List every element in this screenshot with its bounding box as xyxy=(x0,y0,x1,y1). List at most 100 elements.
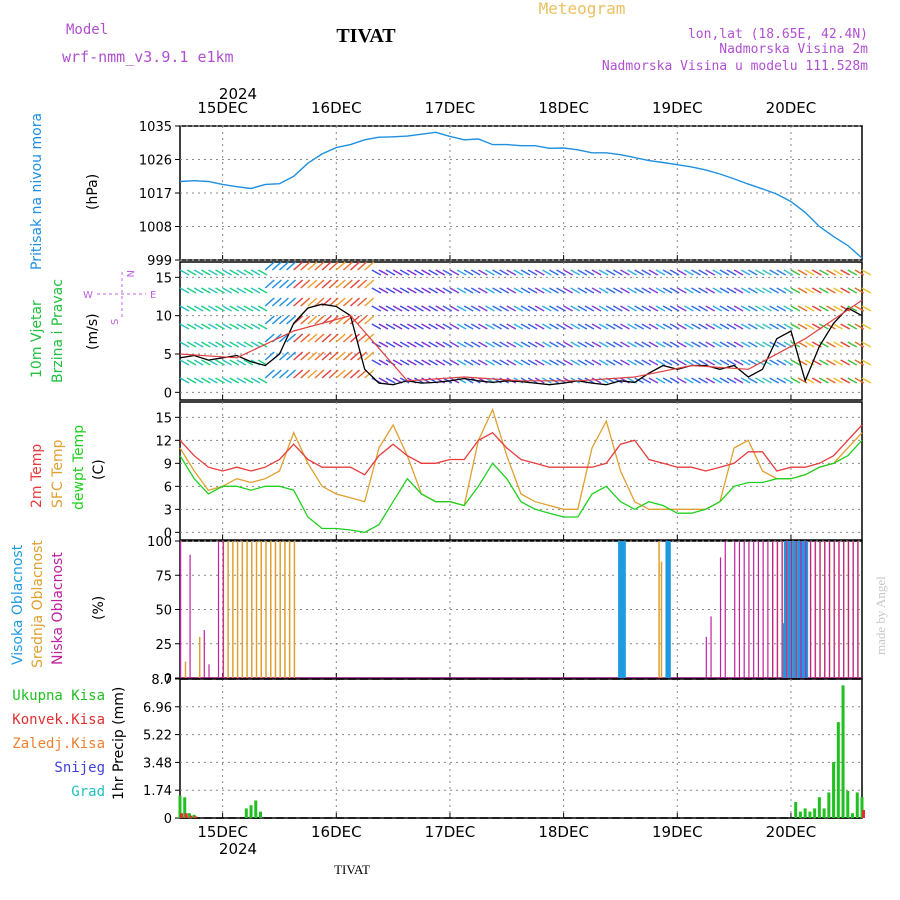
wind-barb xyxy=(570,323,581,330)
wind-barb xyxy=(669,305,680,312)
wind-barb xyxy=(399,341,410,348)
wind-barb xyxy=(499,323,510,330)
wind-barb xyxy=(186,269,197,276)
wind-barb xyxy=(463,341,474,348)
wind-barb xyxy=(492,359,502,366)
cloud-bar xyxy=(793,541,797,678)
wind-barb xyxy=(208,359,218,366)
cloud-panel-ytick-label: 50 xyxy=(155,604,172,619)
wind-barb xyxy=(783,269,794,276)
dewpt-ylabel: dewpt Temp xyxy=(71,425,87,510)
wind-barb xyxy=(499,305,510,312)
wind-barb xyxy=(463,305,474,312)
wind-barb xyxy=(179,341,190,348)
wind-barb xyxy=(676,377,687,384)
wind-barb xyxy=(648,341,659,348)
wind-barb xyxy=(705,359,716,366)
temp2m-line xyxy=(179,424,863,476)
wind-barb xyxy=(776,359,787,366)
cloud-bar xyxy=(805,541,807,678)
wind-barb xyxy=(641,287,652,294)
wind-barb xyxy=(840,287,851,294)
wind-barb xyxy=(342,297,353,307)
wind-barb xyxy=(222,359,232,366)
wind-barb xyxy=(293,297,304,307)
wind-barb xyxy=(790,269,801,276)
wind-barb xyxy=(179,305,190,312)
wind-barb xyxy=(506,287,517,294)
wind-barb xyxy=(264,297,275,307)
wind-barb xyxy=(620,287,630,294)
wind-barb xyxy=(726,359,737,366)
wind-barb xyxy=(186,305,197,312)
wind-barb xyxy=(804,323,815,330)
wind-barb xyxy=(520,269,531,276)
precip-panel-ytick-label: 6.96 xyxy=(143,701,172,716)
wind-barb xyxy=(556,341,566,348)
wind-barb xyxy=(385,341,396,348)
wind-barb xyxy=(186,323,197,330)
compass-w: W xyxy=(83,290,93,301)
wind-panel-ytick-label: 15 xyxy=(155,271,172,286)
wind-barb xyxy=(378,287,389,294)
wind-barb xyxy=(200,323,211,330)
wind-barb xyxy=(584,287,595,294)
wind-barb xyxy=(485,359,495,366)
wind-barb xyxy=(186,341,197,348)
wind-barb xyxy=(499,341,510,348)
wind-barb xyxy=(406,359,417,366)
wind-barb xyxy=(776,377,787,384)
wind-barb xyxy=(833,323,843,330)
wind-barb xyxy=(392,305,403,312)
cloud-bar xyxy=(798,541,802,678)
wind-barb xyxy=(278,369,289,379)
wind-barb xyxy=(357,279,368,289)
cloud-bar xyxy=(814,541,816,678)
wind-barb xyxy=(719,305,730,312)
wind-barb xyxy=(414,323,424,330)
wind-barb xyxy=(513,269,524,276)
precip-bar xyxy=(832,762,836,818)
wind-barb xyxy=(492,323,502,330)
wind-barb xyxy=(833,341,843,348)
wind-barb xyxy=(222,323,232,330)
wind-barb xyxy=(655,341,666,348)
wind-ylabel-2: Brzina i Pravac xyxy=(50,279,66,383)
wind-barb xyxy=(669,377,680,384)
wind-barb xyxy=(840,359,851,366)
wind-barb xyxy=(612,287,623,294)
cloud-bar xyxy=(260,541,263,678)
cloud-bar xyxy=(660,561,663,678)
wind-barb xyxy=(655,287,666,294)
wind-barb xyxy=(208,377,218,384)
wind-barb xyxy=(492,269,502,276)
wind-barb xyxy=(655,323,666,330)
wind-barb xyxy=(357,351,368,361)
wind-barb xyxy=(435,323,446,330)
wind-barb xyxy=(406,287,417,294)
wind-barb xyxy=(293,333,304,343)
wind-barb xyxy=(549,305,559,312)
wind-barb xyxy=(264,315,275,325)
model-elevation-label: Nadmorska Visina u modelu 111.528m xyxy=(602,59,868,74)
wind-barb xyxy=(698,305,708,312)
wind-barb xyxy=(762,377,772,384)
pressure-panel-ytick-label: 1026 xyxy=(139,154,172,169)
wind-barb xyxy=(470,287,481,294)
wind-barb xyxy=(833,269,843,276)
temp-panel-ytick-label: 12 xyxy=(155,434,172,449)
precip-panel-ytick-label: 1.74 xyxy=(143,784,172,799)
wind-panel-ytick-label: 0 xyxy=(164,386,172,401)
wind-barb xyxy=(819,305,829,312)
wind-barb xyxy=(840,323,851,330)
wind-barb xyxy=(278,315,289,325)
wind-barb xyxy=(342,333,353,343)
cloud-bar xyxy=(800,541,802,678)
wind-barb xyxy=(740,287,751,294)
wind-barb xyxy=(691,377,701,384)
wind-barb xyxy=(847,359,858,366)
low-cloud-label: Niska Oblacnost xyxy=(50,552,66,665)
wind-barb xyxy=(641,341,652,348)
wind-barb xyxy=(676,287,687,294)
wind-barb xyxy=(442,287,453,294)
